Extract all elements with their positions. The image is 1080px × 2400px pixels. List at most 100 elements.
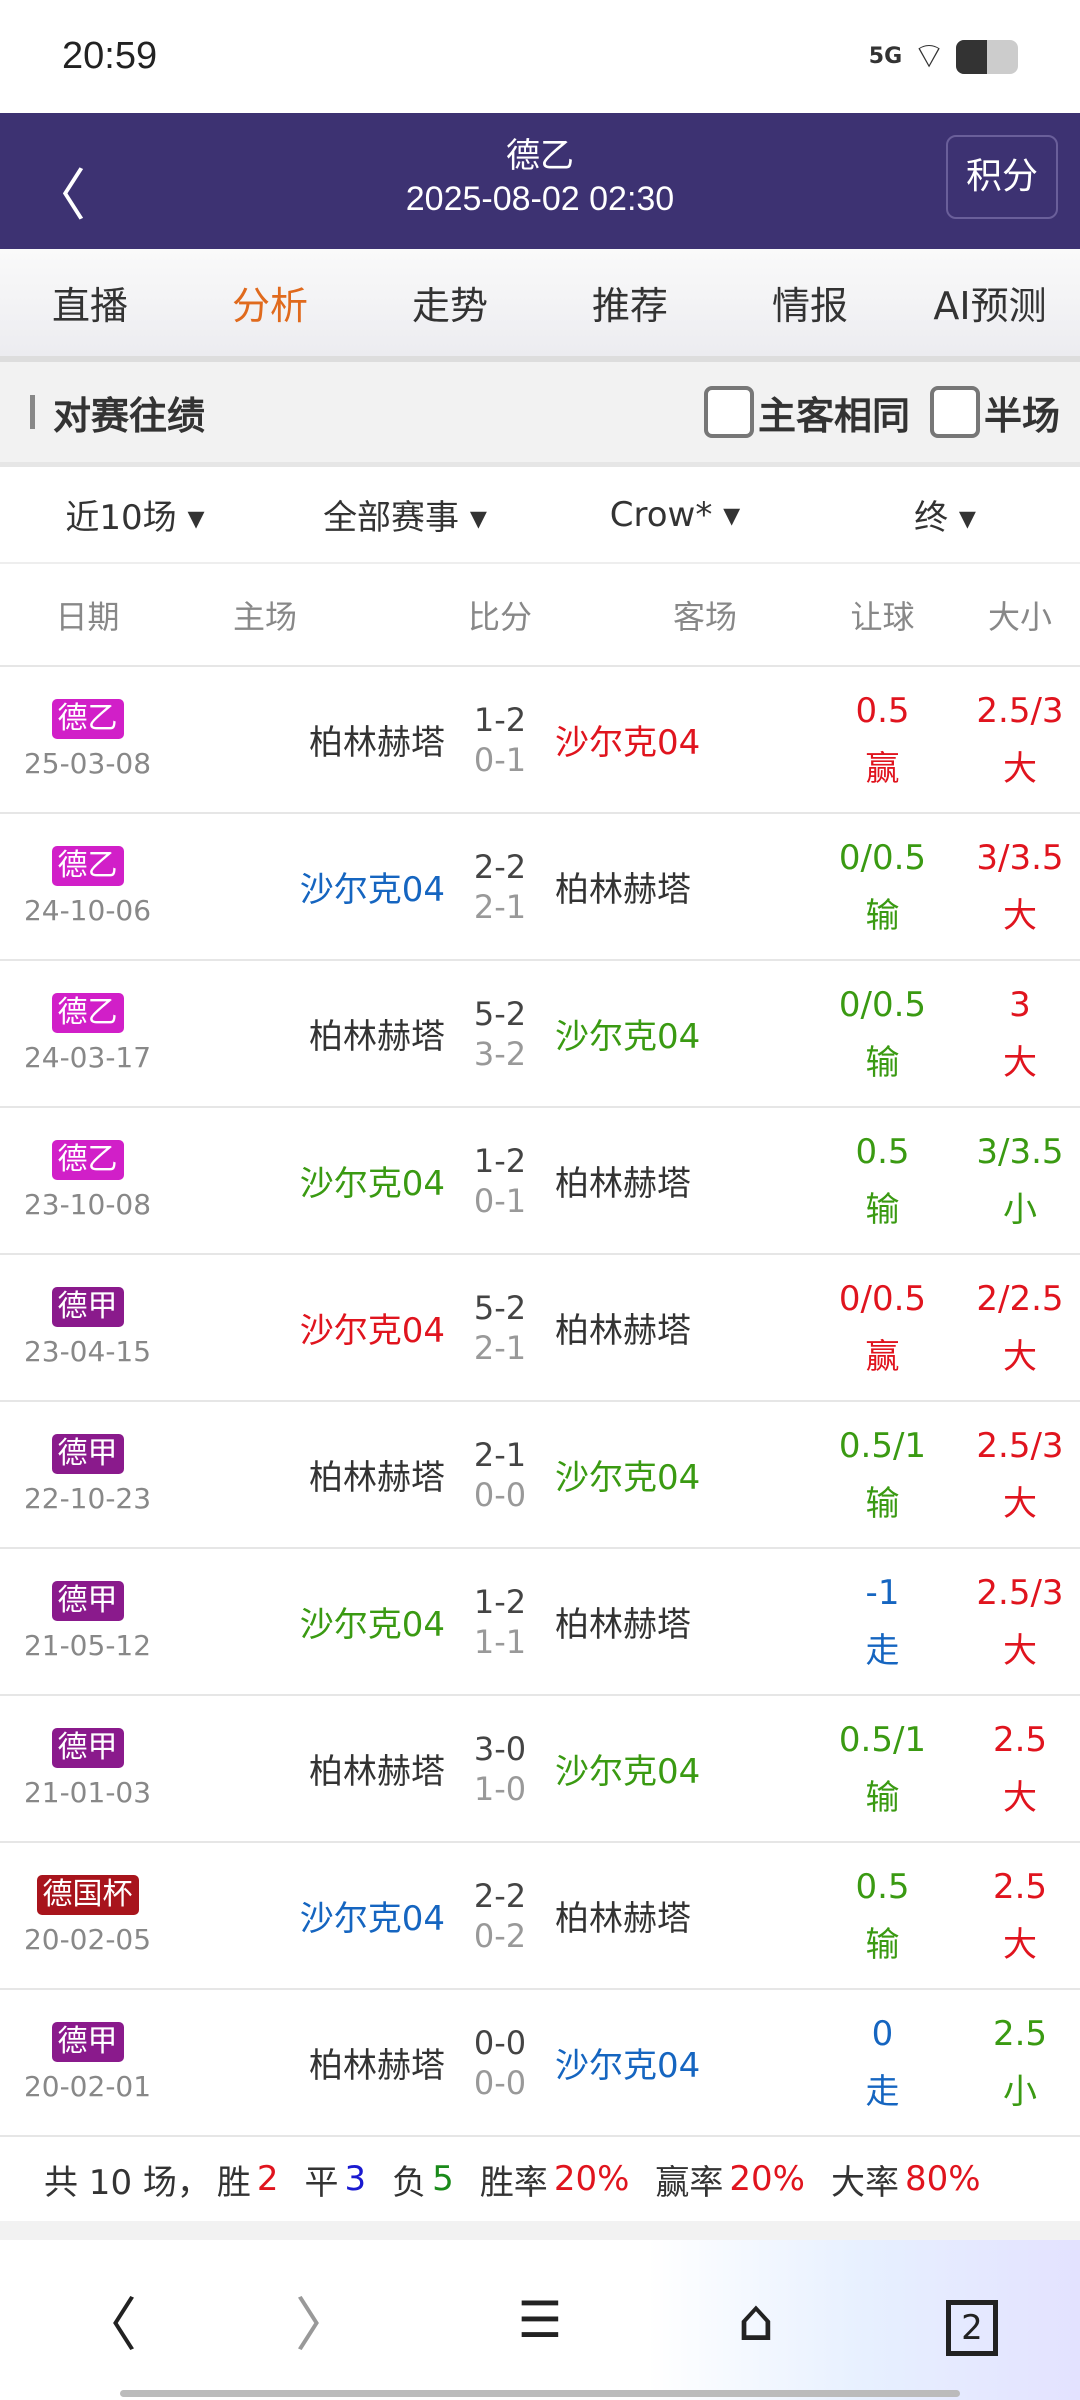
ou-result: 大 — [1003, 1924, 1037, 1965]
assistant-icon[interactable]: ☰ — [517, 2291, 563, 2349]
home-team: 沙尔克04 — [299, 1311, 445, 1351]
filter-row: 近10场 ▾ 全部赛事 ▾ Crow* ▾ 终 ▾ — [0, 467, 1080, 564]
section-marker — [30, 395, 35, 429]
half-time-score: 0-2 — [473, 1916, 527, 1955]
table-row[interactable]: 德甲 21-01-03 柏林赫塔 3-0 1-0 沙尔克04 0.5/1 输 2.5 大 — [0, 1696, 1080, 1843]
match-date: 21-05-12 — [23, 1629, 152, 1662]
handicap-result: 输 — [865, 1189, 900, 1230]
ou-result: 大 — [1003, 1630, 1037, 1671]
nav-back-icon[interactable]: 〈 — [78, 2291, 137, 2359]
home-team: 柏林赫塔 — [309, 1752, 445, 1792]
away-team: 沙尔克04 — [555, 723, 701, 763]
match-date: 24-03-17 — [23, 1041, 152, 1074]
overrate-label: 大率 — [830, 2162, 899, 2203]
table-row[interactable]: 德乙 24-10-06 沙尔克04 2-2 2-1 柏林赫塔 0/0.5 输 3/3.5 大 — [0, 814, 1080, 961]
competition-dropdown[interactable]: 全部赛事 ▾ — [323, 498, 487, 538]
match-date: 20-02-01 — [23, 2070, 152, 2103]
home-team: 沙尔克04 — [299, 1164, 445, 1204]
col-over-under: 大小 — [987, 597, 1052, 636]
tab-bar: 直播 分析 走势 推荐 情报 AI预测 — [0, 249, 1080, 362]
handicap-line: -1 — [865, 1572, 900, 1613]
handicap-result: 走 — [865, 1630, 900, 1671]
win-label: 胜 — [216, 2162, 251, 2203]
section-title: 对赛往绩 — [53, 393, 206, 438]
full-time-score: 5-2 — [473, 1288, 527, 1327]
table-row[interactable]: 德甲 22-10-23 柏林赫塔 2-1 0-0 沙尔克04 0.5/1 输 2.5/3 大 — [0, 1402, 1080, 1549]
league-badge: 德乙 — [51, 846, 124, 886]
tab-1[interactable]: 分析 — [231, 284, 308, 328]
handicap-line: 0/0.5 — [838, 837, 927, 878]
home-team: 柏林赫塔 — [309, 1017, 445, 1057]
match-date: 23-04-15 — [23, 1335, 152, 1368]
table-row[interactable]: 德乙 23-10-08 沙尔克04 1-2 0-1 柏林赫塔 0.5 输 3/3.5 小 — [0, 1108, 1080, 1255]
table-row[interactable]: 德甲 21-05-12 沙尔克04 1-2 1-1 柏林赫塔 -1 走 2.5/3 大 — [0, 1549, 1080, 1696]
recent-count-dropdown[interactable]: 近10场 ▾ — [65, 498, 205, 538]
half-time-checkbox[interactable]: 半场 — [929, 385, 1060, 440]
nav-forward-icon[interactable]: 〉 — [294, 2291, 353, 2359]
draw-count: 3 — [344, 2159, 367, 2199]
handicap-result: 输 — [865, 1042, 900, 1083]
back-icon[interactable]: 〈 — [30, 164, 86, 229]
handicap-result: 赢 — [865, 1336, 900, 1377]
half-time-score: 3-2 — [473, 1034, 527, 1073]
away-team: 柏林赫塔 — [555, 1899, 691, 1939]
hcprate-value: 20% — [729, 2159, 805, 2199]
tab-3[interactable]: 推荐 — [591, 284, 668, 328]
ou-line: 3 — [1009, 984, 1031, 1025]
full-time-score: 2-2 — [473, 1876, 527, 1915]
ou-line: 2.5/3 — [976, 690, 1064, 731]
bookmaker-dropdown[interactable]: Crow* ▾ — [609, 494, 741, 535]
league-title: 德乙 — [506, 136, 574, 176]
tab-4[interactable]: 情报 — [771, 284, 848, 328]
ou-line: 3/3.5 — [976, 1131, 1064, 1172]
handicap-result: 输 — [865, 1483, 900, 1524]
hcprate-label: 赢率 — [655, 2162, 724, 2203]
match-date: 21-01-03 — [23, 1776, 152, 1809]
ou-line: 2.5/3 — [976, 1425, 1064, 1466]
tab-2[interactable]: 走势 — [411, 284, 488, 328]
winrate-value: 20% — [553, 2159, 630, 2199]
tabs-icon[interactable]: 2 — [864, 2285, 1080, 2356]
handicap-result: 输 — [865, 895, 900, 936]
half-time-score: 1-1 — [473, 1622, 527, 1661]
handicap-result: 赢 — [865, 748, 900, 789]
tab-0[interactable]: 直播 — [51, 284, 128, 328]
battery-icon — [956, 39, 1018, 74]
same-home-away-checkbox[interactable]: 主客相同 — [703, 385, 910, 440]
half-time-score: 1-0 — [473, 1769, 527, 1808]
ou-result: 大 — [1003, 1336, 1037, 1377]
full-time-score: 3-0 — [473, 1729, 527, 1768]
home-team: 柏林赫塔 — [309, 2046, 445, 2086]
table-row[interactable]: 德乙 24-03-17 柏林赫塔 5-2 3-2 沙尔克04 0/0.5 输 3 大 — [0, 961, 1080, 1108]
match-datetime: 2025-08-02 02:30 — [405, 180, 675, 218]
table-row[interactable]: 德甲 23-04-15 沙尔克04 5-2 2-1 柏林赫塔 0/0.5 赢 2/2.5 大 — [0, 1255, 1080, 1402]
full-time-score: 5-2 — [473, 994, 527, 1033]
half-time-score: 0-1 — [473, 740, 527, 779]
match-header: 〈 德乙 2025-08-02 02:30 积分 — [0, 113, 1080, 249]
table-row[interactable]: 德国杯 20-02-05 沙尔克04 2-2 0-2 柏林赫塔 0.5 输 2.5 大 — [0, 1843, 1080, 1990]
odds-stage-dropdown[interactable]: 终 ▾ — [914, 498, 976, 538]
full-time-score: 1-2 — [473, 1141, 527, 1180]
table-row[interactable]: 德甲 20-02-01 柏林赫塔 0-0 0-0 沙尔克04 0 走 2.5 小 — [0, 1990, 1080, 2137]
match-date: 23-10-08 — [23, 1188, 152, 1221]
gesture-bar[interactable] — [120, 2390, 960, 2397]
handicap-result: 输 — [865, 1924, 900, 1965]
ou-result: 大 — [1003, 895, 1037, 936]
ou-result: 大 — [1003, 1483, 1037, 1524]
col-handicap: 让球 — [850, 597, 915, 636]
status-bar: 20:59 5G ⌔ — [0, 0, 1080, 113]
full-time-score: 1-2 — [473, 700, 527, 739]
table-row[interactable]: 德乙 25-03-08 柏林赫塔 1-2 0-1 沙尔克04 0.5 赢 2.5/3 大 — [0, 667, 1080, 814]
league-badge: 德乙 — [51, 699, 124, 739]
standings-button[interactable]: 积分 — [946, 135, 1058, 219]
home-icon[interactable]: ⌂ — [737, 2286, 775, 2354]
away-team: 沙尔克04 — [555, 1458, 701, 1498]
match-date: 24-10-06 — [23, 894, 152, 927]
ou-line: 2.5 — [992, 1719, 1048, 1760]
ou-result: 大 — [1003, 1042, 1037, 1083]
handicap-line: 0 — [871, 2013, 894, 2054]
checkbox-label: 半场 — [983, 393, 1060, 438]
signal-icon: 5G — [868, 44, 903, 69]
match-date: 25-03-08 — [23, 747, 152, 780]
tab-5[interactable]: AI预测 — [933, 284, 1047, 328]
